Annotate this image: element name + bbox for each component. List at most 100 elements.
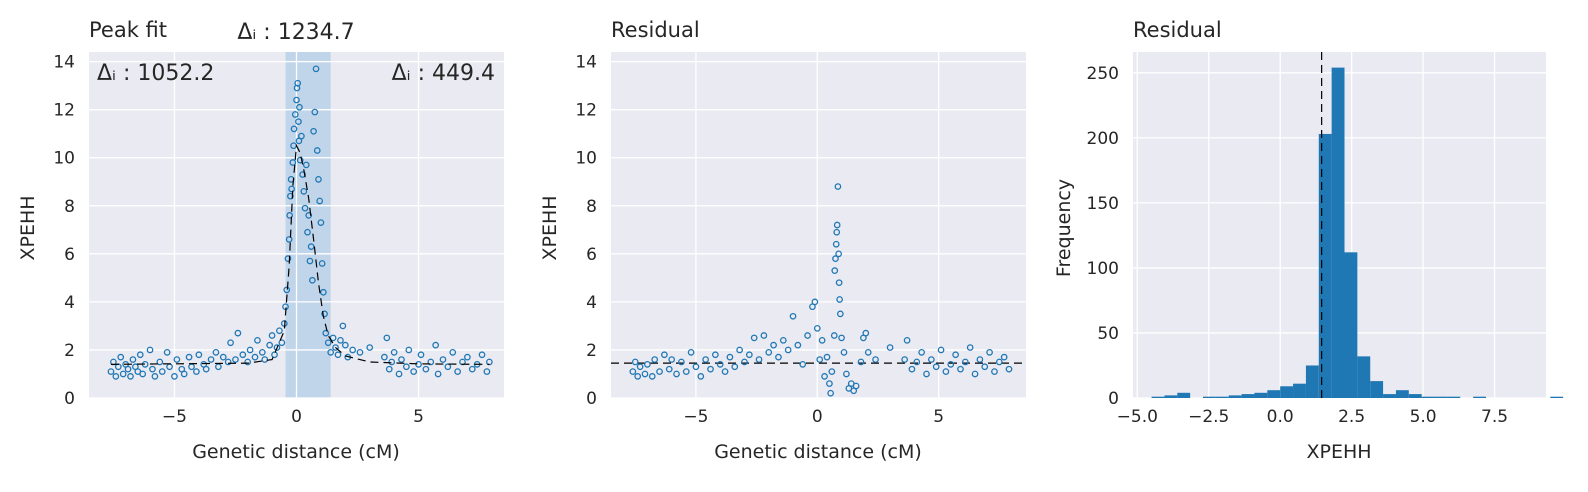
x-tick-label: 5	[413, 407, 424, 427]
scatter-point	[901, 356, 909, 363]
scatter-point	[304, 228, 311, 236]
scatter-point	[852, 382, 860, 390]
scatter-point	[301, 204, 309, 212]
scatter-point	[908, 365, 916, 373]
annotation-left: Δᵢ : 1052.2	[97, 61, 214, 86]
scatter-point	[741, 358, 748, 366]
scatter-point	[838, 334, 845, 342]
scatter-point	[682, 368, 690, 375]
scatter-point	[928, 356, 935, 363]
scatter-point	[193, 368, 200, 375]
scatter-point	[254, 336, 261, 344]
chart-title: Residual	[1133, 18, 1222, 42]
scatter-point	[903, 336, 911, 344]
x-axis-label: Genetic distance (cM)	[714, 441, 922, 463]
scatter-point	[823, 353, 831, 361]
scatter-point	[834, 183, 842, 190]
scatter-point	[840, 348, 848, 356]
scatter-point	[185, 353, 193, 361]
scatter-point	[312, 65, 320, 73]
histogram-bar	[1215, 396, 1229, 398]
scatter-point	[244, 358, 252, 366]
histogram-bar	[1151, 396, 1165, 398]
histogram-bar	[1267, 390, 1281, 398]
scatter-point	[827, 389, 834, 397]
grid-layer	[611, 52, 1026, 399]
x-tick-label: 0.0	[1267, 407, 1294, 427]
y-axis-label: XPEHH	[539, 195, 561, 260]
histogram-bar	[1177, 392, 1191, 398]
scatter-point	[327, 348, 335, 356]
scatter-point	[146, 346, 154, 354]
scatter-point	[107, 368, 115, 375]
scatter-point	[219, 353, 227, 361]
scatter-point	[317, 219, 325, 226]
scatter-point	[454, 368, 461, 375]
scatter-point	[289, 159, 297, 166]
scatter-point	[156, 358, 164, 366]
scatter-point	[390, 348, 398, 356]
scatter-point	[913, 358, 921, 366]
scatter-point	[991, 368, 998, 375]
scatter-point	[486, 358, 493, 366]
scatter-point	[765, 348, 773, 356]
scatter-point	[288, 185, 295, 193]
scatter-point	[273, 344, 281, 351]
scatter-point	[302, 161, 310, 169]
histogram-bar	[1434, 396, 1448, 398]
scatter-point	[296, 103, 303, 111]
scatter-point	[816, 356, 824, 363]
scatter-point	[821, 373, 828, 380]
y-tick-label: 200	[1087, 129, 1119, 149]
scatter-point	[918, 348, 925, 356]
scatter-point	[398, 356, 405, 363]
scatter-point	[937, 346, 945, 354]
scatter-point	[947, 361, 955, 368]
scatter-point	[383, 334, 391, 342]
scatter-point	[981, 363, 989, 371]
scatter-point	[310, 127, 317, 135]
scatter-point	[295, 118, 302, 126]
histogram-bars-layer	[1151, 67, 1564, 399]
scatter-point	[316, 197, 324, 205]
tick-labels-layer: −5 0 5 0 2 4 6 8 10 12 14	[575, 53, 944, 427]
scatter-point	[246, 346, 254, 354]
scatter-point	[707, 365, 714, 373]
scatter-point	[296, 156, 304, 164]
x-axis-label: Genetic distance (cM)	[192, 441, 400, 463]
scatter-point	[828, 368, 836, 375]
scatter-point	[957, 365, 964, 373]
x-tick-label: 2.5	[1338, 407, 1365, 427]
scatter-point	[349, 346, 356, 354]
scatter-point	[932, 363, 940, 371]
scatter-point	[811, 298, 819, 306]
scatter-point	[293, 96, 300, 104]
scatter-point	[163, 348, 171, 356]
scatter-point	[356, 348, 364, 356]
scatter-point	[755, 356, 763, 363]
histogram-bar	[1421, 396, 1435, 398]
histogram-bar	[1318, 133, 1332, 398]
scatter-point	[417, 351, 425, 359]
scatter-point	[857, 358, 865, 366]
scatter-point	[952, 351, 959, 359]
scatter-point	[864, 348, 872, 356]
scatter-point	[832, 255, 839, 262]
scatter-point	[830, 332, 838, 339]
y-tick-label: 50	[1097, 324, 1119, 344]
scatter-point	[731, 363, 739, 371]
scatter-point	[299, 171, 306, 178]
scatter-point	[271, 351, 278, 359]
y-tick-label: 12	[53, 101, 75, 121]
scatter-point	[321, 310, 328, 318]
scatter-point	[986, 348, 993, 356]
y-tick-label: 250	[1087, 64, 1119, 84]
scatter-point	[1000, 353, 1008, 361]
y-tick-label: 6	[64, 245, 75, 265]
scatter-point	[716, 361, 724, 368]
scatter-point	[202, 365, 210, 373]
scatter-point	[283, 286, 291, 294]
scatter-point	[212, 348, 220, 356]
scatter-point	[434, 370, 442, 378]
